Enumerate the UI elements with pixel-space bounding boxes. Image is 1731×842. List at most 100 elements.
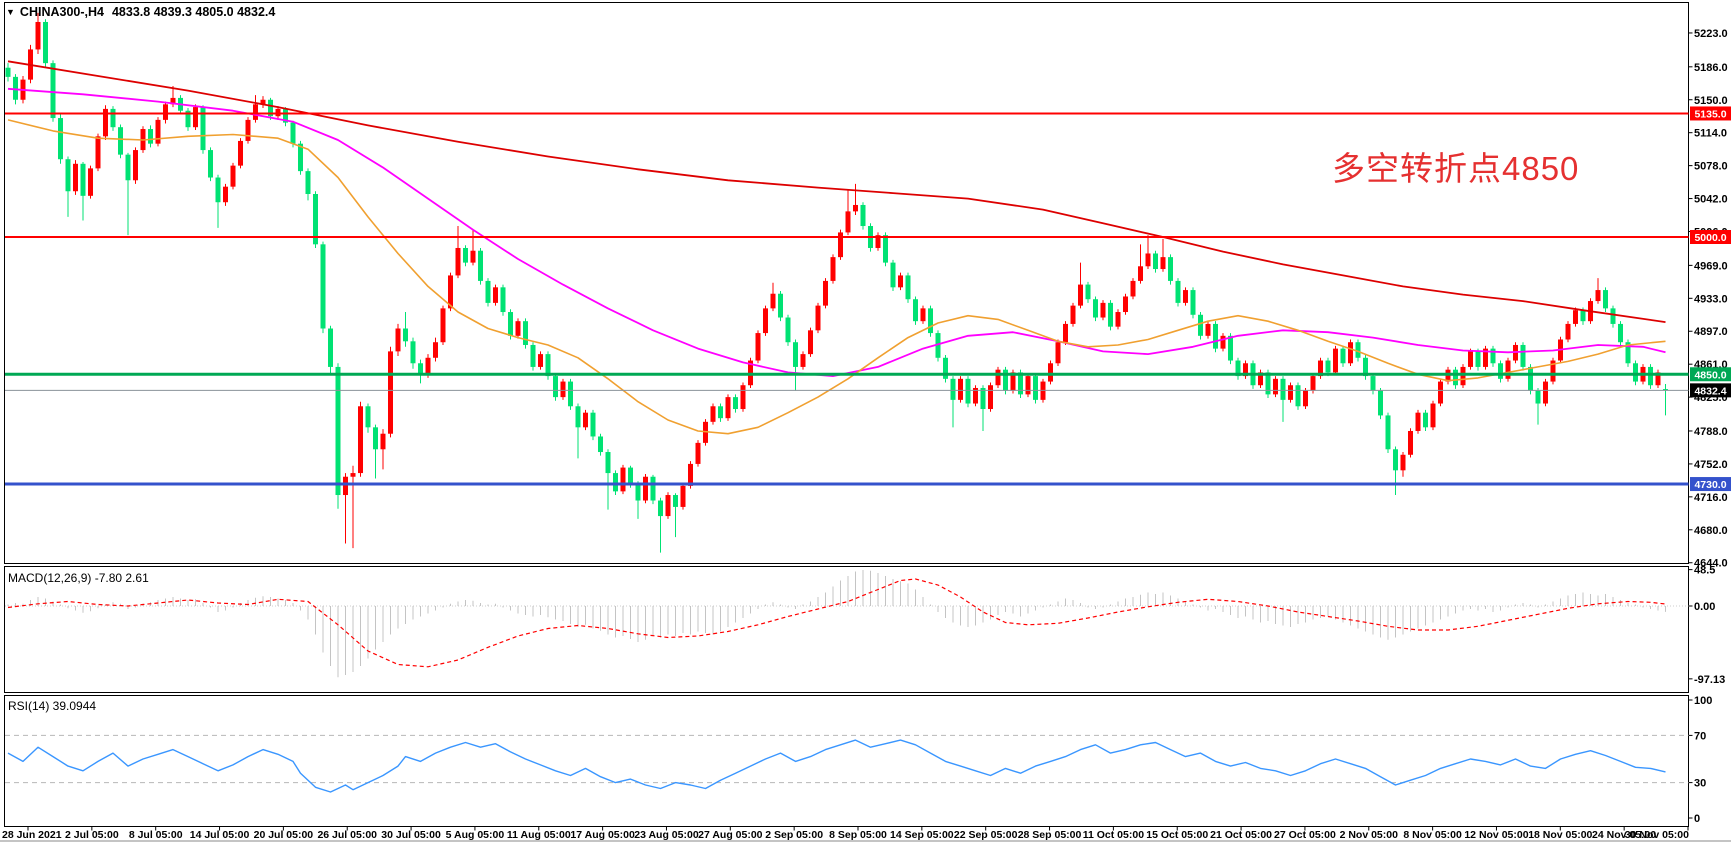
candle-down xyxy=(1535,390,1541,404)
candle-down xyxy=(1340,348,1346,364)
candle-up xyxy=(1438,381,1443,404)
candle-down xyxy=(500,287,506,313)
candle-down xyxy=(575,406,581,428)
time-tick-label: 2 Sep 05:00 xyxy=(765,829,823,841)
candle-up xyxy=(898,275,903,288)
candle-up xyxy=(1460,366,1466,386)
candle-down xyxy=(290,122,296,144)
candle-down xyxy=(1198,314,1203,336)
candle-up xyxy=(665,495,671,517)
time-tick-label: 11 Oct 05:00 xyxy=(1083,829,1144,841)
candle-down xyxy=(1633,363,1638,382)
candle-down xyxy=(905,275,911,300)
candle-up xyxy=(1145,253,1151,267)
candle-up xyxy=(350,473,356,477)
candle-down xyxy=(1280,378,1286,400)
candle-up xyxy=(1565,323,1571,340)
candle-down xyxy=(1475,351,1481,367)
candle-down xyxy=(635,484,641,501)
candle-up xyxy=(1595,290,1601,302)
candle-down xyxy=(1235,360,1241,377)
candle-up xyxy=(643,476,648,501)
candle-down xyxy=(65,159,71,192)
candle-down xyxy=(298,143,303,172)
candle-down xyxy=(410,341,416,364)
macd-scale[interactable]: 48.5 0.00 -97.13 xyxy=(1688,565,1726,686)
candle-up xyxy=(1123,296,1128,313)
candle-down xyxy=(860,204,866,227)
price-tick-label: 5223.0 xyxy=(1694,28,1728,40)
candle-down xyxy=(5,67,11,77)
time-tick-label: 2 Jul 05:00 xyxy=(65,829,119,841)
candle-up xyxy=(583,412,588,428)
candle-down xyxy=(403,328,408,342)
time-tick-label: 15 Oct 05:00 xyxy=(1146,829,1208,841)
candle-up xyxy=(620,467,626,492)
price-tick-label: 4680.0 xyxy=(1694,525,1728,537)
candle-down xyxy=(950,378,956,400)
candle-up xyxy=(1655,372,1661,386)
candle-down xyxy=(913,299,918,322)
candle-up xyxy=(1400,454,1406,471)
price-tick-label: 5078.0 xyxy=(1694,161,1728,173)
chart-annotation-text[interactable]: 多空转折点4850 xyxy=(1332,150,1580,187)
price-tick-label: 5114.0 xyxy=(1694,128,1727,140)
candle-down xyxy=(965,378,971,404)
candle-down xyxy=(778,293,783,318)
candle-up xyxy=(515,321,521,336)
candle-up xyxy=(163,104,168,120)
candle-up xyxy=(1430,403,1436,428)
candle-up xyxy=(958,378,963,400)
candle-up xyxy=(973,387,978,404)
candle-down xyxy=(418,363,423,375)
candle-up xyxy=(1055,342,1061,364)
candle-down xyxy=(530,344,536,367)
candle-up xyxy=(1288,385,1293,400)
down-triangle-icon[interactable]: ▼ xyxy=(6,7,15,17)
candle-up xyxy=(755,333,761,361)
candle-up xyxy=(395,328,401,352)
candle-down xyxy=(545,354,551,377)
time-tick-label: 28 Sep 05:00 xyxy=(1018,829,1082,841)
rsi-tick-label: 0 xyxy=(1694,813,1700,825)
candle-up xyxy=(830,257,836,281)
time-tick-label: 23 Aug 05:00 xyxy=(634,829,699,841)
candle-down xyxy=(50,63,56,119)
candle-down xyxy=(1663,389,1668,391)
candle-up xyxy=(1138,266,1143,281)
candle-up xyxy=(1550,360,1556,382)
candle-up xyxy=(1415,412,1421,431)
price-tick-label: 4969.0 xyxy=(1694,260,1728,272)
candle-up xyxy=(988,385,993,410)
candle-down xyxy=(200,107,206,151)
candle-up xyxy=(245,119,251,141)
candle-down xyxy=(1603,290,1608,309)
price-tick-label: 4933.0 xyxy=(1694,293,1728,305)
candle-down xyxy=(598,436,603,453)
candle-down xyxy=(283,108,288,123)
price-tick-label: 5150.0 xyxy=(1694,95,1728,107)
candle-up xyxy=(1183,290,1188,303)
candle-up xyxy=(433,342,438,358)
time-tick-label: 5 Aug 05:00 xyxy=(446,829,505,841)
candle-up xyxy=(1273,378,1278,395)
candle-up xyxy=(1048,363,1053,382)
candle-down xyxy=(508,312,513,336)
candle-up xyxy=(238,140,243,166)
time-tick-label: 17 Aug 05:00 xyxy=(570,829,635,841)
rsi-scale[interactable]: 100 70 30 0 xyxy=(1688,695,1713,825)
price-scale[interactable]: 5223.05186.05150.05114.05078.05042.05006… xyxy=(1688,28,1731,570)
candle-down xyxy=(523,321,528,345)
candle-down xyxy=(1453,369,1458,386)
candle-down xyxy=(1625,342,1631,364)
macd-signal-line xyxy=(7,578,1666,668)
ma-slow-red-line xyxy=(7,60,1666,323)
time-scale[interactable]: 28 Jun 2021 2 Jul 05:00 8 Jul 05:00 14 Jul … xyxy=(2,826,1689,842)
candle-down xyxy=(1610,308,1616,324)
candle-down xyxy=(673,495,678,507)
candle-up xyxy=(1573,310,1578,324)
price-tick-label: 4752.0 xyxy=(1694,459,1728,471)
candlestick-series xyxy=(5,12,1668,553)
candle-down xyxy=(1370,376,1376,391)
